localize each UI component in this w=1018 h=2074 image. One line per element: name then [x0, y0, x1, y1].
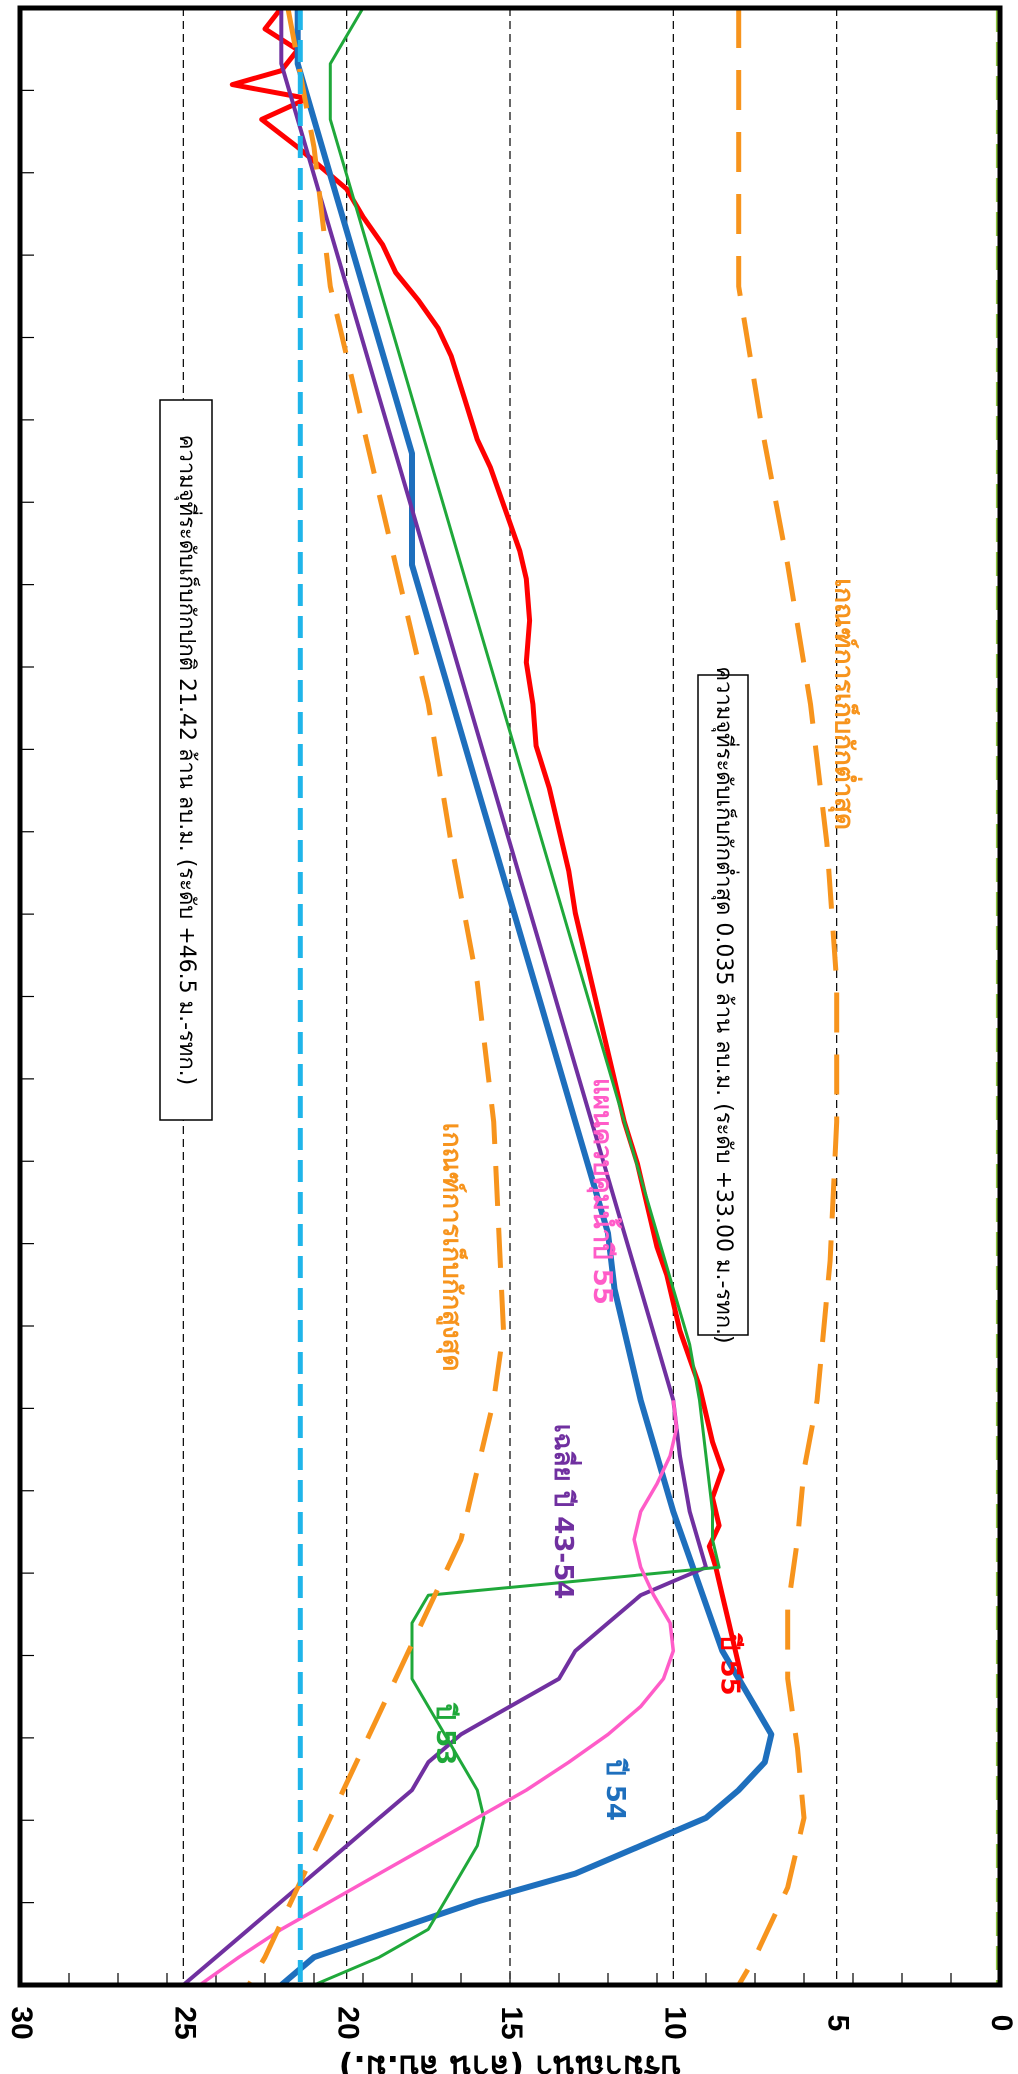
- plot-frame: [17, 5, 1003, 1988]
- plot-group: ความจุที่ระดับเก็บกักปกติ 21.42 ล้าน ลบ.…: [5, 5, 1018, 2074]
- normal-storage-annotation: ความจุที่ระดับเก็บกักปกติ 21.42 ล้าน ลบ.…: [159, 399, 213, 1121]
- y-axis-tick-labels: 0 5 10 15 20 25 30 ปริมาณน้ำ (ล้าน ลบ.ม.): [5, 2006, 1018, 2074]
- series-4: [198, 1400, 679, 1987]
- y-tick-label: 15: [495, 2006, 528, 2039]
- normal-storage-annotation-box: [159, 399, 213, 1121]
- y-tick-label: 20: [332, 2006, 365, 2039]
- min-storage-annotation: ความจุที่ระดับเก็บกักต่ำสุด 0.035 ล้าน ล…: [697, 666, 749, 1344]
- min-storage-annotation-text: ความจุที่ระดับเก็บกักต่ำสุด 0.035 ล้าน ล…: [711, 666, 740, 1343]
- series-label-0: ปี 55: [714, 1633, 744, 1696]
- series-label-2: ปี 53: [430, 1702, 460, 1765]
- normal-storage-annotation-text: ความจุที่ระดับเก็บกักปกติ 21.42 ล้าน ลบ.…: [174, 435, 203, 1086]
- series-label-4: แผนควบคุมน้ำปี 55: [586, 1078, 623, 1305]
- y-axis-title: ปริมาณน้ำ (ล้าน ลบ.ม.): [339, 2048, 681, 2074]
- series-6: [736, 8, 840, 1987]
- series-label-1: ปี 54: [600, 1758, 630, 1821]
- min-storage-annotation-box: [697, 674, 749, 1336]
- y-tick-label: 5: [822, 2015, 855, 2032]
- series-label-6: เกณฑ์การเก็บกักต่ำสุด: [828, 578, 864, 830]
- y-tick-label: 10: [658, 2006, 691, 2039]
- y-tick-label: 30: [5, 2006, 38, 2039]
- annotations-layer: ความจุที่ระดับเก็บกักปกติ 21.42 ล้าน ลบ.…: [159, 399, 864, 1821]
- series-label-3: เฉลี่ย ปี 43-54: [548, 1424, 583, 1600]
- series-3: [313, 7, 721, 1987]
- series-2: [182, 8, 708, 1987]
- plot-border: [17, 5, 1003, 1988]
- series-0: [229, 6, 745, 1680]
- series-label-5: เกณฑ์การเก็บกักสูงสุด: [436, 1123, 469, 1372]
- y-tick-label: 0: [985, 2015, 1018, 2032]
- series-1: [279, 8, 775, 1988]
- y-tick-label: 25: [168, 2006, 201, 2039]
- series-5: [246, 7, 506, 1987]
